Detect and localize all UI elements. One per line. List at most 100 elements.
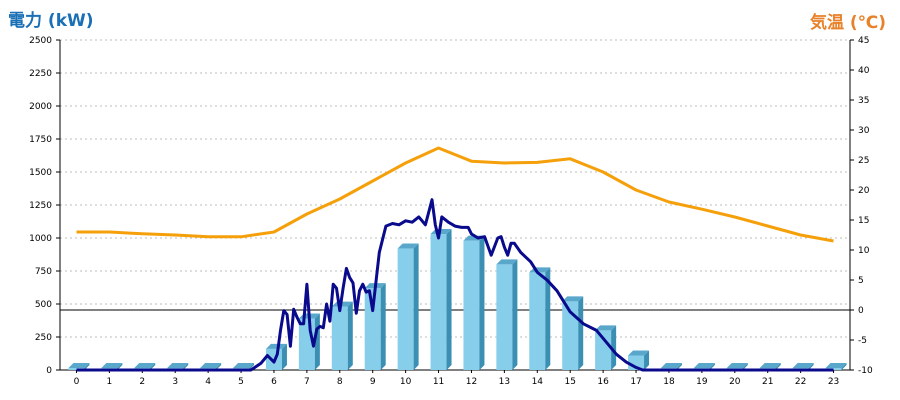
temperature-line (76, 146, 834, 243)
bar-top (496, 259, 518, 265)
bar (331, 301, 353, 370)
x-tick-label: 18 (663, 377, 675, 387)
right-tick-label: 40 (858, 66, 870, 76)
bar-side (281, 343, 287, 370)
bar (595, 325, 617, 370)
bar-front (529, 272, 546, 370)
x-tick-label: 17 (630, 377, 641, 387)
x-tick-label: 12 (466, 377, 477, 387)
x-tick-label: 8 (337, 377, 343, 387)
x-tick-label: 10 (400, 377, 412, 387)
bar (529, 267, 551, 370)
bar-top (101, 363, 123, 369)
bar-front (496, 264, 513, 370)
right-tick-label: 5 (858, 276, 864, 286)
bar-side (742, 363, 748, 370)
left-tick-label: 1000 (29, 234, 52, 244)
left-tick-label: 0 (46, 366, 52, 376)
bar-side (644, 350, 650, 370)
bar-front (331, 306, 348, 370)
bar-side (249, 363, 255, 370)
left-tick-label: 500 (35, 300, 52, 310)
x-tick-label: 19 (696, 377, 708, 387)
bar-top (792, 363, 814, 369)
x-tick-label: 23 (828, 377, 839, 387)
right-tick-label: 30 (858, 126, 870, 136)
bar-side (183, 363, 189, 370)
bar-top (200, 363, 222, 369)
bar-front (562, 301, 579, 370)
left-axis-title: 電力 (kW) (8, 11, 94, 31)
right-tick-label: 10 (858, 246, 870, 256)
x-tick-label: 9 (370, 377, 376, 387)
x-tick-label: 15 (564, 377, 575, 387)
bar (430, 229, 452, 370)
bar-front (364, 288, 381, 370)
x-tick-label: 20 (729, 377, 741, 387)
left-tick-label: 1750 (29, 135, 52, 145)
left-tick-label: 250 (35, 333, 52, 343)
x-tick-label: 0 (74, 377, 80, 387)
left-tick-label: 2000 (29, 102, 52, 112)
bar-top (693, 363, 715, 369)
bar-side (216, 363, 222, 370)
power-line (76, 198, 834, 372)
bar-top (562, 296, 584, 302)
bar (562, 296, 584, 370)
bar-front (430, 234, 447, 370)
bar (68, 363, 90, 370)
left-tick-label: 2250 (29, 69, 52, 79)
left-tick-label: 750 (35, 267, 52, 277)
bar-front (463, 240, 480, 370)
bar-top (134, 363, 156, 369)
right-tick-label: -10 (858, 366, 873, 376)
bar-side (347, 301, 353, 370)
right-tick-label: 45 (858, 36, 869, 46)
bar-top (331, 301, 353, 307)
right-tick-label: 20 (858, 186, 870, 196)
x-tick-label: 1 (107, 377, 113, 387)
bar-side (512, 259, 518, 370)
x-tick-label: 2 (139, 377, 145, 387)
left-tick-label: 2500 (29, 36, 52, 46)
bar-top (595, 325, 617, 331)
bar (463, 235, 485, 370)
bar-top (825, 363, 847, 369)
bar-side (611, 325, 617, 370)
bar-side (578, 296, 584, 370)
bar-top (167, 363, 189, 369)
x-tick-label: 6 (271, 377, 277, 387)
bar-top (660, 363, 682, 369)
x-tick-label: 11 (433, 377, 444, 387)
left-tick-label: 1500 (29, 168, 52, 178)
bar-side (84, 363, 90, 370)
right-tick-label: 0 (858, 306, 864, 316)
bar-side (446, 229, 452, 370)
right-tick-label: 25 (858, 156, 869, 166)
bar-side (150, 363, 156, 370)
x-tick-label: 5 (238, 377, 244, 387)
bar (825, 363, 847, 370)
x-tick-label: 22 (795, 377, 806, 387)
bar-side (545, 267, 551, 370)
bar-side (479, 235, 485, 370)
bar-side (117, 363, 123, 370)
bar-top (233, 363, 255, 369)
bar-side (676, 363, 682, 370)
x-tick-label: 4 (205, 377, 211, 387)
bar (496, 259, 518, 370)
left-tick-label: 1250 (29, 201, 52, 211)
bar-top (68, 363, 90, 369)
bar-top (397, 243, 419, 249)
right-tick-label: -5 (858, 336, 867, 346)
bar-side (841, 363, 847, 370)
bar (397, 243, 419, 370)
right-tick-label: 35 (858, 96, 869, 106)
bar (364, 283, 386, 370)
x-tick-label: 7 (304, 377, 310, 387)
x-tick-label: 21 (762, 377, 773, 387)
bar-top (265, 343, 287, 349)
bar-front (825, 368, 842, 370)
x-tick-label: 16 (597, 377, 609, 387)
